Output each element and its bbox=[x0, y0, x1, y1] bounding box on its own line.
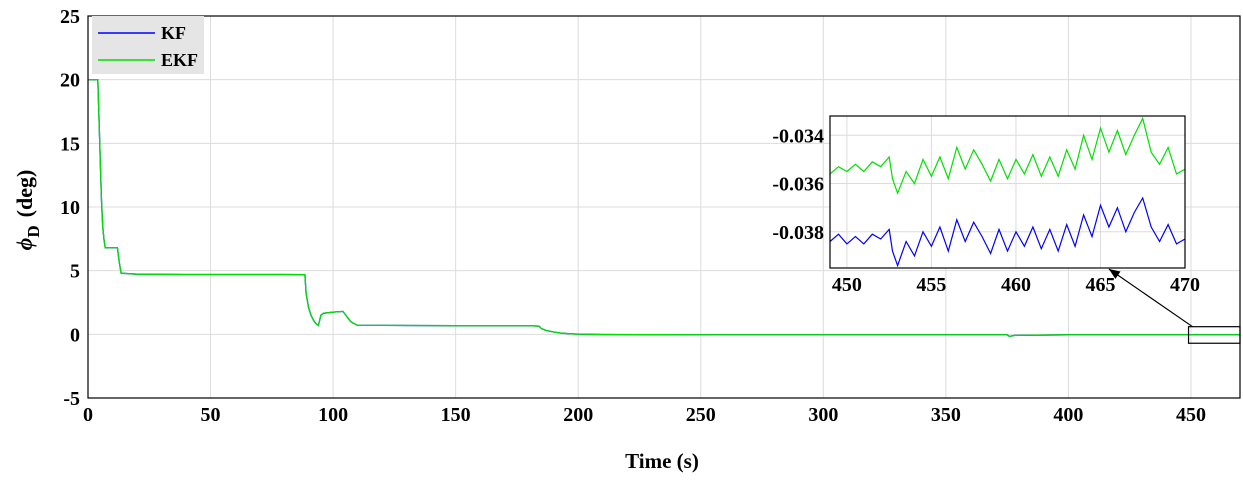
x-tick-label: 0 bbox=[83, 404, 93, 426]
x-axis-label: Time (s) bbox=[625, 449, 699, 473]
legend: KF EKF bbox=[92, 16, 204, 74]
y-axis-label-subscript: D bbox=[24, 225, 43, 237]
inset-background bbox=[830, 116, 1185, 268]
inset-series-line-kf bbox=[829, 196, 1186, 268]
y-tick-label: 5 bbox=[70, 261, 80, 283]
legend-ekf-label: EKF bbox=[161, 50, 198, 70]
inset-series bbox=[829, 116, 1186, 268]
y-tick-label: 20 bbox=[60, 70, 80, 92]
y-axis-label-unit: (deg) bbox=[12, 170, 37, 218]
x-tick-label: 50 bbox=[201, 404, 221, 426]
inset-tick-labels: 450 455 460 465 470 -0.038 -0.036 -0.034 bbox=[772, 125, 1200, 296]
x-tick-label: 300 bbox=[808, 404, 838, 426]
y-tick-label: 25 bbox=[60, 6, 80, 28]
zoom-arrowhead bbox=[1108, 269, 1121, 279]
inset-x-tick-label: 450 bbox=[832, 274, 862, 296]
x-tick-label: 400 bbox=[1053, 404, 1083, 426]
x-tick-label: 450 bbox=[1176, 404, 1206, 426]
x-tick-label: 200 bbox=[563, 404, 593, 426]
inset-x-tick-label: 470 bbox=[1170, 274, 1200, 296]
y-axis-label-symbol: ϕ bbox=[12, 237, 37, 250]
main-plot-frame bbox=[87, 15, 1241, 399]
inset-x-tick-label: 455 bbox=[916, 274, 946, 296]
x-tick-label: 350 bbox=[931, 404, 961, 426]
y-tick-label: 10 bbox=[60, 197, 80, 219]
legend-kf-label: KF bbox=[161, 23, 186, 43]
series-line-ekf bbox=[88, 79, 1240, 338]
inset-y-tick-label: -0.034 bbox=[772, 125, 824, 147]
x-tick-label: 100 bbox=[318, 404, 348, 426]
inset-x-tick-label: 465 bbox=[1085, 274, 1115, 296]
y-axis-label: ϕD (deg) bbox=[12, 170, 43, 251]
main-series bbox=[88, 79, 1240, 338]
x-tick-label: 150 bbox=[441, 404, 471, 426]
inset-frame bbox=[829, 115, 1186, 269]
y-tick-label: 0 bbox=[70, 324, 80, 346]
inset-x-tick-label: 460 bbox=[1001, 274, 1031, 296]
inset-y-tick-label: -0.038 bbox=[772, 222, 824, 244]
inset-series-line-ekf bbox=[829, 116, 1186, 195]
zoom-box bbox=[1187, 326, 1241, 344]
y-tick-label: -5 bbox=[63, 388, 80, 410]
inset-y-tick-label: -0.036 bbox=[772, 174, 824, 196]
x-tick-label: 250 bbox=[686, 404, 716, 426]
zoom-arrow bbox=[1108, 268, 1193, 328]
y-tick-label: 15 bbox=[60, 133, 80, 155]
